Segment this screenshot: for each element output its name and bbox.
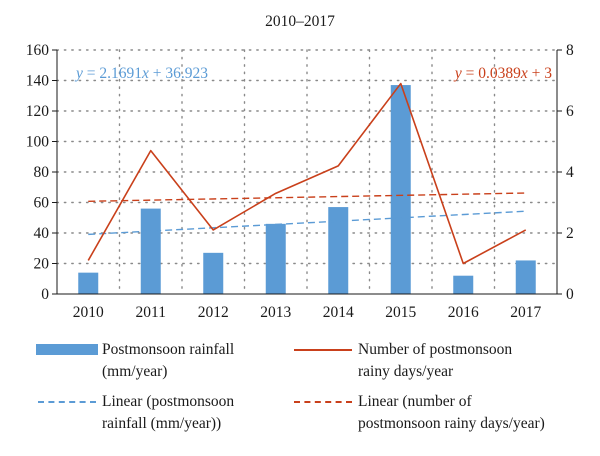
trendline-rainy-days: [88, 192, 526, 203]
bar-2013: [265, 223, 286, 294]
line-rainy-days: [87, 82, 527, 265]
trendlines: [88, 192, 526, 236]
x-tick-label-2014: 2014: [323, 304, 354, 321]
legend-swatch-trend-rainfall: [34, 391, 102, 413]
legend-label-rainy-days: Number of postmonsoon rainy days/year: [358, 341, 513, 380]
left-tick-label-0: 0: [41, 286, 49, 303]
grid: [56, 49, 558, 295]
bar-2012: [203, 252, 224, 294]
x-tick-label-2013: 2013: [260, 304, 291, 321]
equation-left: y = 2.1691x + 36.923: [74, 65, 208, 82]
left-tick-label-100: 100: [26, 134, 50, 151]
right-tick-label-2: 2: [566, 225, 574, 242]
chart-title: 2010–2017: [265, 13, 335, 30]
bar-2010: [78, 272, 99, 294]
legend-item-rainfall: Postmonsoon rainfall (mm/year): [34, 339, 234, 383]
right-tick-label-4: 4: [566, 164, 574, 181]
x-tick-label-2011: 2011: [136, 304, 166, 321]
left-tick-label-120: 120: [26, 103, 50, 120]
x-tick-label-2012: 2012: [198, 304, 229, 321]
right-tick-label-0: 0: [566, 286, 574, 303]
x-tick-label-2016: 2016: [448, 304, 479, 321]
chart: 2010–2017 0 20 40 60 80 100 120 140 160 0 2 4 6 8 20…: [26, 13, 574, 321]
left-tick-label-160: 160: [26, 42, 50, 59]
right-tick-label-6: 6: [566, 103, 574, 120]
legend-item-trend-rainfall: Linear (postmonsoon rainfall (mm/year)): [34, 391, 234, 435]
left-tick-label-60: 60: [34, 195, 50, 212]
series-line: [87, 82, 527, 265]
bar-2017: [515, 260, 536, 294]
trendline-rainfall: [88, 210, 526, 236]
equation-right: y = 0.0389x + 3: [453, 65, 552, 82]
legend-swatch-rainfall: [34, 339, 102, 361]
left-tick-label-80: 80: [34, 164, 50, 181]
left-axis-ticks: 0 20 40 60 80 100 120 140 160: [26, 42, 57, 303]
left-tick-label-20: 20: [34, 256, 50, 273]
x-tick-label-2010: 2010: [73, 304, 104, 321]
bars: [78, 85, 536, 294]
legend-item-trend-rainy-days: Linear (number of postmonsoon rainy days…: [290, 391, 545, 435]
right-tick-label-8: 8: [566, 42, 574, 59]
legend-swatch-trend-rainy-days: [290, 391, 358, 413]
legend-item-rainy-days: Number of postmonsoon rainy days/year: [290, 339, 512, 383]
legend-label-trend-rainfall: Linear (postmonsoon rainfall (mm/year)): [102, 393, 235, 432]
left-tick-label-40: 40: [34, 225, 50, 242]
bar-2014: [328, 207, 349, 294]
legend-swatch-rainy-days: [290, 339, 358, 361]
left-tick-label-140: 140: [26, 73, 50, 90]
right-axis-ticks: 0 2 4 6 8: [557, 42, 574, 303]
bar-2016: [453, 275, 474, 294]
legend: Postmonsoon rainfall (mm/year) Number of…: [0, 335, 600, 456]
bar-2015: [390, 85, 411, 294]
legend-label-rainfall: Postmonsoon rainfall (mm/year): [102, 341, 235, 380]
bar-2011: [140, 208, 161, 294]
legend-label-trend-rainy-days: Linear (number of postmonsoon rainy days…: [358, 393, 545, 432]
x-axis-ticks: 2010 2011 2012 2013 2014 2015 2016 2017: [73, 304, 542, 321]
x-tick-label-2015: 2015: [385, 304, 416, 321]
x-tick-label-2017: 2017: [510, 304, 541, 321]
